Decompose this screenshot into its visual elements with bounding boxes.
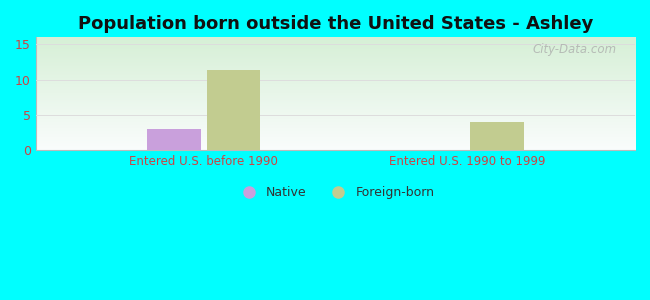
Text: City-Data.com: City-Data.com [533,43,617,56]
Legend: Native, Foreign-born: Native, Foreign-born [231,181,439,204]
Bar [470,122,524,150]
Bar [207,70,261,150]
Bar [147,129,201,150]
Title: Population born outside the United States - Ashley: Population born outside the United State… [78,15,593,33]
